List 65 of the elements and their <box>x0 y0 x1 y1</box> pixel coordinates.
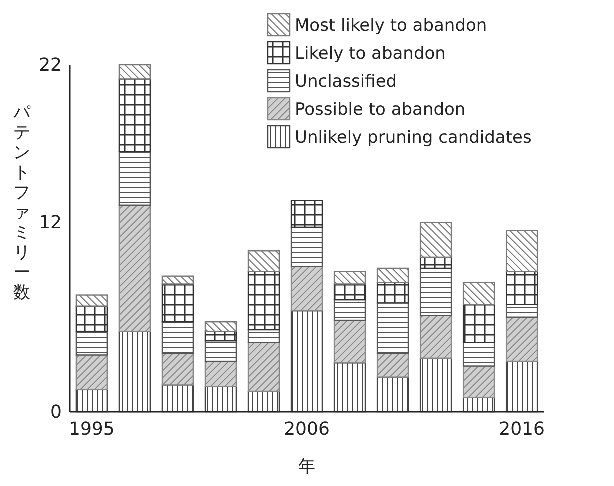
bar <box>76 306 108 332</box>
bar <box>118 64 152 80</box>
bar <box>334 284 366 301</box>
bar <box>248 342 280 392</box>
bar <box>290 266 324 312</box>
bar <box>118 330 152 413</box>
bar <box>334 320 366 364</box>
y-tick-label: 22 <box>39 54 62 76</box>
bar <box>248 390 280 413</box>
bar <box>204 321 238 332</box>
bar <box>204 340 238 362</box>
bar <box>420 315 452 359</box>
bar <box>334 271 366 285</box>
bar <box>204 386 238 413</box>
bar <box>76 389 108 413</box>
bar <box>162 384 194 413</box>
legend-label: Possible to abandon <box>295 100 466 120</box>
bar <box>462 282 496 306</box>
bar <box>248 329 280 344</box>
bar <box>334 299 366 322</box>
x-tick-label: 2016 <box>499 418 545 440</box>
bar <box>506 304 538 318</box>
bar <box>204 360 238 388</box>
text: パテントファミリー数 <box>14 103 30 303</box>
bar <box>420 256 452 270</box>
bar <box>118 78 152 152</box>
bar <box>376 282 410 304</box>
y-tick-label: 12 <box>39 212 62 234</box>
bar <box>118 204 152 332</box>
bar <box>462 342 496 367</box>
bar <box>462 304 496 344</box>
bar <box>290 310 324 413</box>
bar <box>420 268 452 316</box>
legend-label: Unclassified <box>295 72 398 92</box>
bar <box>76 330 108 356</box>
bar <box>162 284 194 323</box>
bar <box>462 366 496 398</box>
bar <box>118 151 152 206</box>
bar <box>506 316 538 362</box>
bar <box>376 302 410 354</box>
legend-label: Most likely to abandon <box>295 16 488 36</box>
bar <box>290 200 324 228</box>
legend-label: Unlikely pruning candidates <box>295 128 532 148</box>
x-tick-label: 1995 <box>69 418 115 440</box>
bar <box>376 376 410 413</box>
bar <box>376 268 410 284</box>
x-axis-title: 年 <box>298 457 316 477</box>
bar <box>334 362 366 413</box>
bar <box>506 230 538 272</box>
bar <box>376 353 410 378</box>
bar <box>248 271 280 331</box>
bar <box>506 360 538 413</box>
bar <box>162 353 194 386</box>
bar <box>162 321 194 354</box>
y-tick-label: 0 <box>50 402 62 423</box>
legend-label: Likely to abandon <box>295 44 446 64</box>
bar <box>420 222 452 258</box>
x-tick-label: 2006 <box>284 418 330 440</box>
bar <box>76 354 108 391</box>
bar <box>76 294 108 307</box>
bar <box>248 250 280 272</box>
bar <box>290 226 324 268</box>
bar <box>420 358 452 413</box>
bar <box>506 271 538 306</box>
bar <box>162 276 194 285</box>
